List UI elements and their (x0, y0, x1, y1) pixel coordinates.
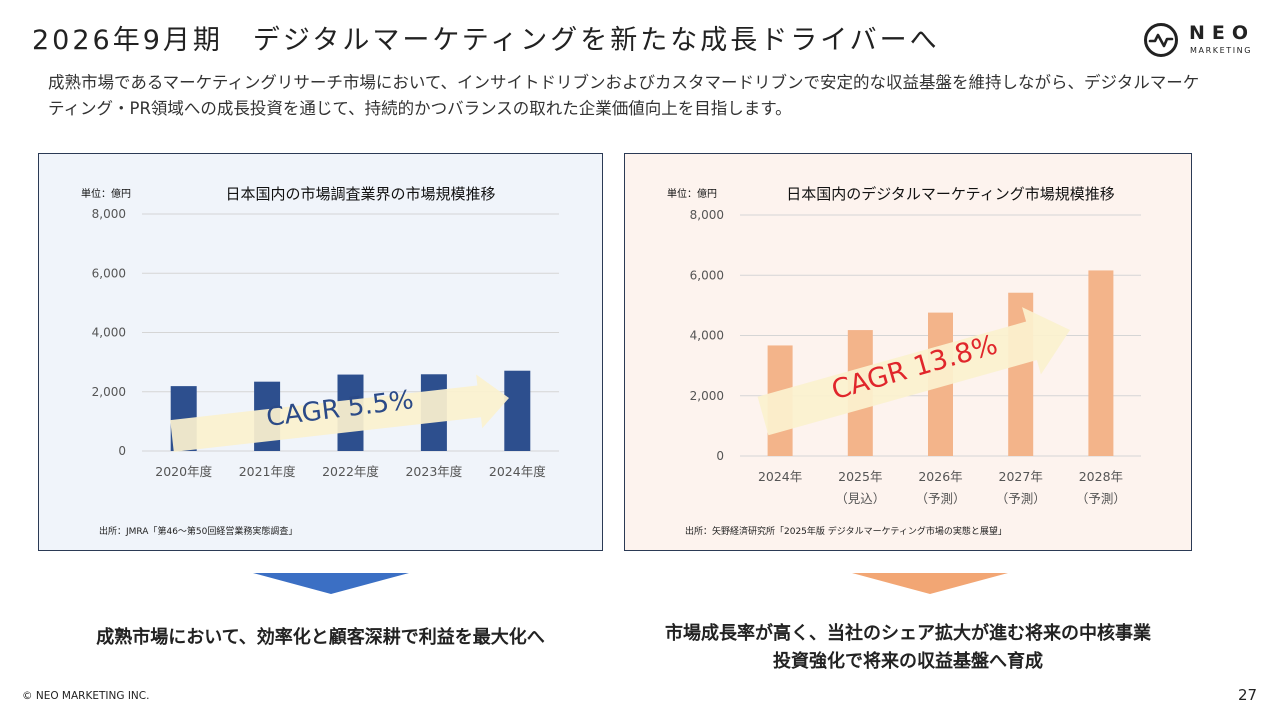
digital-marketing-chart: 日本国内のデジタルマーケティング市場規模推移 単位：億円 0 2,000 4,000 6,… (625, 154, 1193, 552)
lead-paragraph: 成熟市場であるマーケティングリサーチ市場において、インサイトドリブンおよびカスタ… (48, 70, 1208, 122)
category-label: 2025年 (838, 469, 882, 484)
category-label: 2028年 (1079, 469, 1123, 484)
page-title: 2026年9月期 デジタルマーケティングを新たな成長ドライバーへ (32, 18, 940, 57)
unit-label: 単位：億円 (667, 187, 717, 200)
y-tick-label: 4,000 (92, 326, 126, 340)
category-label: （予測） (996, 491, 1046, 506)
y-tick-label: 4,000 (690, 329, 724, 343)
neo-pulse-logo-icon (1143, 22, 1179, 58)
left-chart-source: 出所：JMRA「第46～第50回経営業務実態調査」 (99, 524, 297, 537)
chart-title: 日本国内の市場調査業界の市場規模推移 (225, 185, 495, 203)
right-chart-panel: 日本国内のデジタルマーケティング市場規模推移 単位：億円 0 2,000 4,000 6,… (624, 153, 1192, 551)
bar (504, 371, 530, 451)
category-label: （予測） (915, 491, 965, 506)
left-chart-panel: 日本国内の市場調査業界の市場規模推移 単位：億円 0 2,000 4,000 6,000 8… (38, 153, 603, 551)
copyright-footer: © NEO MARKETING INC. (22, 690, 149, 702)
category-label: 2020年度 (155, 464, 212, 479)
right-conclusion-line-2: 投資強化で将来の収益基盤へ育成 (624, 648, 1192, 676)
y-tick-label: 8,000 (690, 208, 724, 222)
category-label: 2021年度 (239, 464, 296, 479)
category-label: （見込） (835, 491, 885, 506)
category-label: （予測） (1076, 491, 1126, 506)
y-tick-label: 2,000 (690, 389, 724, 403)
logo-wordmark: NEO (1189, 22, 1255, 44)
bar (1088, 270, 1113, 456)
category-label: 2027年 (999, 469, 1043, 484)
y-tick-label: 6,000 (690, 268, 724, 282)
logo-subtitle: MARKETING (1190, 46, 1252, 55)
page-number: 27 (1238, 686, 1257, 704)
y-tick-label: 0 (716, 449, 724, 463)
y-tick-label: 0 (118, 444, 126, 458)
y-tick-label: 8,000 (92, 207, 126, 221)
category-label: 2022年度 (322, 464, 379, 479)
category-label: 2023年度 (405, 464, 462, 479)
left-conclusion-line: 成熟市場において、効率化と顧客深耕で利益を最大化へ (38, 624, 603, 652)
right-conclusion-line-1: 市場成長率が高く、当社のシェア拡大が進む将来の中核事業 (624, 620, 1192, 648)
research-market-chart: 日本国内の市場調査業界の市場規模推移 単位：億円 0 2,000 4,000 6,000 8… (39, 154, 604, 552)
company-logo: NEO MARKETING (1143, 20, 1258, 60)
y-tick-label: 6,000 (92, 266, 126, 280)
category-label: 2024年度 (489, 464, 546, 479)
category-label: 2024年 (758, 469, 802, 484)
unit-label: 単位：億円 (81, 187, 131, 200)
right-down-arrow (852, 573, 1008, 594)
y-tick-label: 2,000 (92, 385, 126, 399)
chart-title: 日本国内のデジタルマーケティング市場規模推移 (786, 185, 1115, 203)
right-chart-source: 出所：矢野経済研究所「2025年版 デジタルマーケティング市場の実態と展望」 (685, 524, 1007, 537)
left-conclusion: 成熟市場において、効率化と顧客深耕で利益を最大化へ (38, 624, 603, 652)
right-conclusion: 市場成長率が高く、当社のシェア拡大が進む将来の中核事業 投資強化で将来の収益基盤… (624, 620, 1192, 676)
left-down-arrow (253, 573, 409, 594)
category-label: 2026年 (918, 469, 962, 484)
